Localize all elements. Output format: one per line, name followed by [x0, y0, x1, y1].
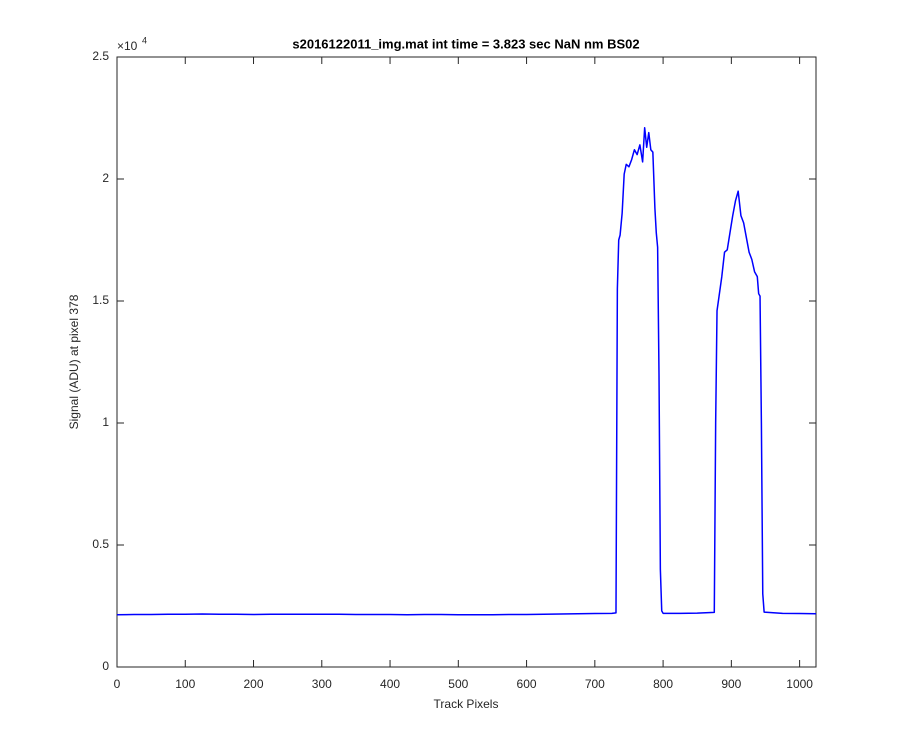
x-tick-label: 300 — [312, 677, 332, 691]
y-tick-label: 1 — [102, 415, 109, 429]
y-tick-label: 0 — [102, 659, 109, 673]
x-tick-label: 800 — [653, 677, 673, 691]
x-tick-label: 1000 — [786, 677, 813, 691]
x-axis-label: Track Pixels — [434, 697, 499, 711]
y-tick-label: 0.5 — [92, 537, 109, 551]
data-line — [116, 127, 817, 616]
x-tick-label: 500 — [448, 677, 468, 691]
y-tick-label: 2 — [102, 171, 109, 185]
y-tick-label: 2.5 — [92, 49, 109, 63]
x-tick-label: 0 — [114, 677, 121, 691]
x-tick-label: 900 — [721, 677, 741, 691]
x-tick-label: 700 — [585, 677, 605, 691]
chart-title: s2016122011_img.mat int time = 3.823 sec… — [292, 36, 639, 51]
x-tick-label: 100 — [175, 677, 195, 691]
y-tick-label: 1.5 — [92, 293, 109, 307]
x-tick-label: 200 — [244, 677, 264, 691]
x-tick-label: 400 — [380, 677, 400, 691]
x-tick-label: 600 — [517, 677, 537, 691]
y-axis-label: Signal (ADU) at pixel 378 — [67, 294, 81, 429]
plot-area — [116, 56, 817, 668]
y-exponent-base: ×10 — [117, 39, 138, 53]
y-exponent: 4 — [142, 35, 147, 45]
